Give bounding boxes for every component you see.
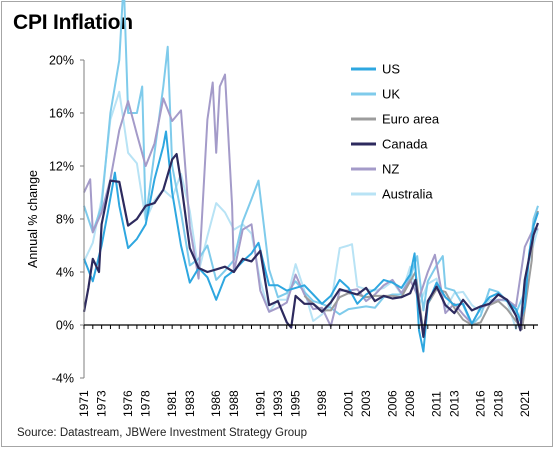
legend-label-canada: Canada xyxy=(382,137,428,152)
y-tick-label: 20% xyxy=(49,54,74,68)
y-tick-label: -4% xyxy=(52,372,74,386)
x-tick-label: 1988 xyxy=(227,390,241,417)
series-line-uk xyxy=(83,0,539,326)
y-axis-label: Annual % change xyxy=(26,170,40,268)
series-lines xyxy=(82,0,540,353)
y-axis: -4% 0% 4% 8% 12% 16% 20% xyxy=(49,54,85,386)
series-line-us xyxy=(83,130,539,353)
y-tick-label: 8% xyxy=(56,213,74,227)
x-tick-label: 1971 xyxy=(77,390,91,417)
legend: US UK Euro area Canada NZ Australia xyxy=(351,62,440,202)
y-tick-label: 4% xyxy=(56,266,74,280)
x-tick-label: 1991 xyxy=(253,390,267,417)
x-tick-label: 1973 xyxy=(95,390,109,417)
x-tick-label: 2011 xyxy=(430,391,444,417)
y-tick-label: 16% xyxy=(49,107,74,121)
x-tick-label: 1993 xyxy=(271,390,285,417)
y-tick-label: 12% xyxy=(49,160,74,174)
x-tick-label: 1978 xyxy=(139,390,153,417)
x-tick-label: 1986 xyxy=(209,390,223,417)
series-line-nz xyxy=(83,73,539,328)
x-tick-label: 2001 xyxy=(341,390,355,417)
x-axis: 1971 1973 1976 1978 1981 1983 1986 1988 1991 1993… xyxy=(77,324,538,417)
chart-title: CPI Inflation xyxy=(13,11,133,34)
legend-label-us: US xyxy=(382,62,400,77)
x-tick-label: 1976 xyxy=(121,390,135,417)
legend-label-euro-area: Euro area xyxy=(382,112,440,127)
x-tick-label: 2021 xyxy=(518,390,532,417)
x-tick-label: 2013 xyxy=(447,390,461,417)
x-tick-label: 1995 xyxy=(289,390,303,417)
x-tick-label: 2003 xyxy=(359,390,373,417)
x-tick-label: 2006 xyxy=(386,390,400,417)
series-line-canada xyxy=(82,153,540,338)
source-note: Source: Datastream, JBWere Investment St… xyxy=(17,427,307,439)
x-tick-label: 1998 xyxy=(315,390,329,417)
legend-label-australia: Australia xyxy=(382,187,433,202)
y-tick-label: 0% xyxy=(56,319,74,333)
x-tick-label: 1983 xyxy=(183,390,197,417)
legend-label-uk: UK xyxy=(382,87,400,102)
x-tick-label: 2018 xyxy=(491,390,505,417)
legend-label-nz: NZ xyxy=(382,162,399,177)
x-tick-label: 2008 xyxy=(403,390,417,417)
x-tick-label: 2016 xyxy=(474,390,488,417)
x-tick-label: 1981 xyxy=(165,390,179,417)
